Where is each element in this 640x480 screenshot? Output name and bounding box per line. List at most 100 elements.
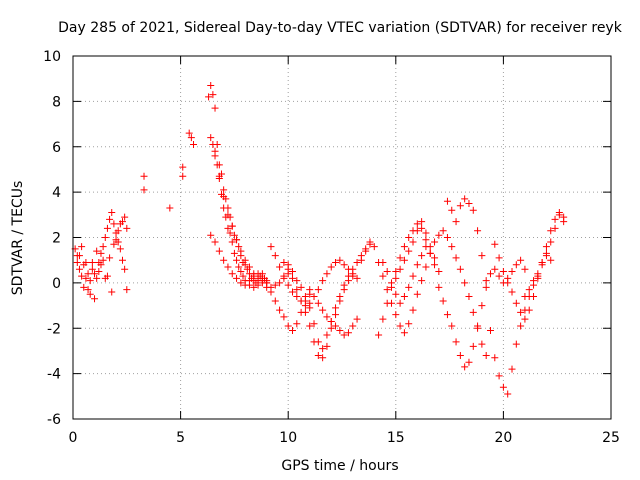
- data-point: [486, 327, 494, 335]
- data-point: [319, 345, 327, 353]
- data-point: [88, 265, 96, 273]
- x-tick-label: 0: [69, 430, 78, 446]
- data-point: [241, 256, 249, 264]
- data-point: [289, 327, 297, 335]
- data-point: [499, 268, 507, 276]
- data-point: [237, 268, 245, 276]
- data-point: [448, 322, 456, 330]
- data-point: [99, 243, 107, 251]
- data-point: [400, 329, 408, 337]
- data-point: [465, 358, 473, 366]
- data-point: [469, 308, 477, 316]
- data-point: [392, 290, 400, 298]
- data-point: [521, 292, 529, 300]
- data-point: [456, 351, 464, 359]
- data-point: [461, 279, 469, 287]
- data-point: [310, 292, 318, 300]
- data-point: [495, 272, 503, 280]
- x-tick-label: 15: [387, 430, 405, 446]
- data-point: [431, 261, 439, 269]
- data-point: [267, 243, 275, 251]
- data-point: [211, 152, 219, 160]
- data-point: [461, 195, 469, 203]
- data-point: [349, 322, 357, 330]
- data-point: [123, 224, 131, 232]
- data-point: [332, 258, 340, 266]
- data-point: [551, 215, 559, 223]
- data-point: [93, 247, 101, 255]
- data-point: [370, 243, 378, 251]
- tick-labels: 0 5 10 15 20 25 -6 -4 -2 0 2 4 6 8 10: [43, 49, 620, 446]
- data-point: [344, 272, 352, 280]
- data-point: [405, 234, 413, 241]
- data-point: [332, 311, 340, 319]
- data-point: [383, 268, 391, 276]
- data-point: [486, 270, 494, 278]
- data-point: [323, 270, 331, 278]
- data-point: [185, 129, 193, 137]
- data-point: [245, 263, 253, 271]
- data-point: [435, 268, 443, 276]
- data-point: [224, 263, 232, 271]
- data-point: [209, 140, 217, 148]
- data-point: [230, 249, 238, 257]
- data-point: [547, 227, 555, 235]
- data-point: [108, 288, 116, 296]
- data-point: [116, 245, 124, 253]
- data-point: [383, 286, 391, 294]
- data-point: [521, 265, 529, 273]
- data-point: [332, 304, 340, 312]
- data-point: [207, 81, 215, 89]
- data-point: [84, 270, 92, 278]
- data-point: [379, 258, 387, 266]
- y-tick-label: -6: [47, 412, 61, 428]
- data-point: [263, 279, 271, 287]
- data-point: [319, 277, 327, 285]
- data-point: [211, 238, 219, 246]
- data-point: [495, 254, 503, 262]
- data-point: [293, 292, 301, 300]
- data-point: [108, 209, 116, 217]
- data-point: [327, 317, 335, 325]
- data-point: [517, 256, 525, 264]
- data-point: [405, 320, 413, 328]
- data-point: [542, 252, 550, 260]
- data-point: [409, 238, 417, 246]
- data-point: [245, 277, 253, 285]
- data-point: [97, 249, 105, 257]
- data-point: [465, 199, 473, 207]
- data-point: [280, 272, 288, 280]
- data-point: [73, 258, 81, 266]
- data-point: [78, 243, 86, 251]
- data-point: [340, 281, 348, 289]
- data-point: [435, 231, 443, 239]
- data-point: [310, 338, 318, 346]
- data-point: [474, 227, 482, 235]
- data-point: [73, 252, 81, 260]
- data-point: [95, 268, 103, 276]
- data-point: [314, 351, 322, 359]
- data-point: [418, 224, 426, 232]
- data-point: [314, 286, 322, 294]
- data-point: [525, 286, 533, 294]
- data-point: [512, 340, 520, 348]
- data-point: [478, 252, 486, 260]
- data-point: [353, 274, 361, 282]
- data-point: [379, 315, 387, 323]
- data-point: [452, 254, 460, 262]
- data-point: [207, 134, 215, 142]
- y-tick-label: -4: [47, 367, 61, 383]
- data-point: [327, 324, 335, 332]
- data-point: [101, 274, 109, 282]
- data-point: [413, 220, 421, 228]
- data-point: [179, 172, 187, 180]
- x-tick-label: 20: [494, 430, 512, 446]
- data-point: [456, 265, 464, 273]
- data-point: [306, 286, 314, 294]
- data-point: [547, 256, 555, 264]
- data-point: [297, 297, 305, 305]
- data-point: [327, 263, 335, 271]
- y-tick-label: 8: [52, 94, 61, 110]
- data-point: [413, 290, 421, 298]
- data-point: [293, 286, 301, 294]
